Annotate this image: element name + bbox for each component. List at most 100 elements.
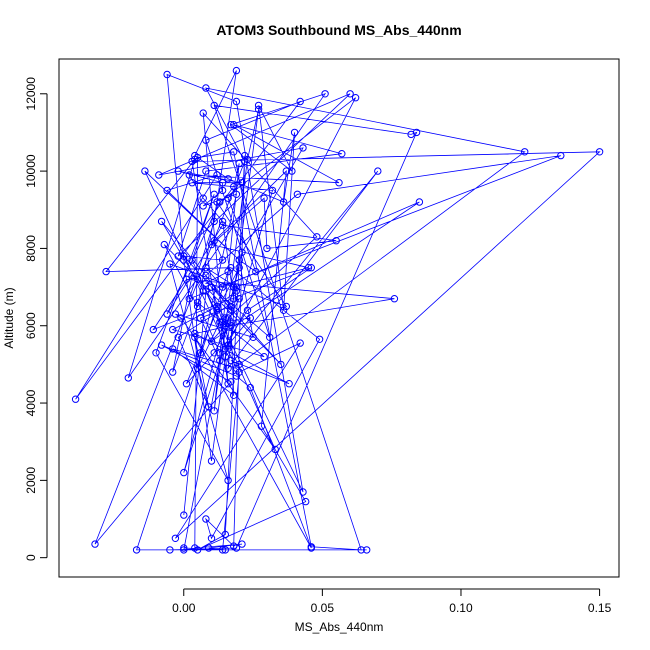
data-point	[224, 341, 232, 349]
data-point	[415, 198, 424, 206]
data-point	[210, 190, 218, 199]
data-point	[277, 360, 285, 369]
data-point	[221, 546, 230, 554]
chart-title: ATOM3 Southbound MS_Abs_440nm	[216, 22, 461, 38]
data-point	[296, 339, 304, 347]
x-tick-label: 0.00	[172, 601, 196, 615]
data-point	[171, 534, 180, 542]
data-point	[232, 66, 241, 75]
data-point	[202, 271, 210, 280]
data-point	[224, 194, 232, 202]
data-point	[166, 260, 174, 268]
data-point	[346, 90, 354, 98]
y-tick-label: 12000	[24, 77, 38, 111]
data-point	[188, 271, 196, 280]
data-point	[174, 333, 182, 341]
data-point	[180, 544, 188, 552]
data-point	[169, 345, 177, 353]
data-point	[188, 179, 196, 187]
y-tick-label: 8000	[24, 235, 38, 262]
data-point	[213, 171, 221, 179]
data-point	[282, 167, 290, 175]
data-point	[202, 264, 210, 272]
data-point	[246, 314, 255, 322]
data-point	[307, 544, 315, 552]
data-point	[218, 186, 227, 195]
data-point	[207, 534, 216, 542]
data-point	[160, 240, 169, 249]
data-point	[290, 128, 299, 137]
x-axis-label: MS_Abs_440nm	[295, 620, 384, 634]
data-point	[193, 275, 202, 283]
y-axis: 0 2000 4000 6000 8000 10000 12000	[24, 77, 48, 561]
data-point	[230, 148, 238, 156]
data-point	[149, 325, 158, 334]
data-point	[207, 283, 216, 291]
data-point	[257, 422, 266, 430]
data-point	[351, 94, 360, 102]
data-point	[169, 368, 177, 376]
data-point	[196, 349, 205, 357]
data-point	[174, 167, 182, 175]
data-point	[338, 150, 346, 158]
data-point	[210, 349, 218, 357]
data-point	[221, 530, 230, 539]
data-point	[132, 546, 141, 554]
data-point	[202, 84, 210, 92]
data-point	[224, 476, 232, 485]
data-point	[163, 186, 171, 195]
data-point	[182, 275, 191, 283]
data-point	[246, 383, 255, 392]
data-point	[412, 128, 421, 137]
data-point	[390, 295, 399, 303]
data-point	[177, 314, 185, 322]
data-point	[202, 515, 210, 523]
data-point	[141, 167, 149, 175]
data-point	[315, 335, 324, 343]
data-point	[232, 364, 241, 372]
y-tick-label: 6000	[24, 312, 38, 339]
data-point	[230, 295, 238, 303]
plot-frame	[58, 58, 620, 578]
data-point	[210, 407, 218, 415]
data-point	[199, 202, 207, 210]
data-point	[218, 221, 227, 229]
data-point	[238, 179, 246, 187]
data-point	[193, 298, 202, 307]
data-point	[227, 318, 235, 326]
data-point	[288, 167, 296, 175]
data-point	[227, 322, 235, 330]
data-point	[232, 190, 241, 199]
data-point	[235, 264, 243, 272]
data-point	[271, 445, 279, 454]
data-point	[199, 194, 207, 202]
data-point	[199, 109, 207, 117]
data-point	[230, 391, 238, 399]
data-point	[254, 105, 263, 114]
data-point	[163, 310, 171, 318]
data-point	[595, 148, 604, 156]
data-point	[102, 267, 110, 276]
data-point	[299, 144, 307, 152]
x-tick-label: 0.15	[588, 601, 612, 615]
y-tick-label: 4000	[24, 389, 38, 416]
data-point	[363, 546, 371, 554]
data-point	[268, 186, 277, 195]
data-point	[199, 287, 207, 295]
data-point	[313, 233, 321, 241]
data-point	[238, 540, 246, 548]
data-point	[91, 540, 99, 548]
data-point	[282, 302, 290, 311]
data-point	[182, 380, 191, 388]
data-point	[238, 248, 246, 257]
data-point	[230, 182, 238, 191]
data-point	[218, 546, 227, 554]
x-axis: 0.00 0.05 0.10 0.15	[172, 588, 612, 615]
data-point	[224, 175, 232, 183]
data-point	[180, 252, 188, 260]
data-point	[216, 198, 224, 206]
data-point	[227, 121, 235, 129]
data-point	[205, 544, 213, 552]
data-point	[216, 356, 224, 365]
